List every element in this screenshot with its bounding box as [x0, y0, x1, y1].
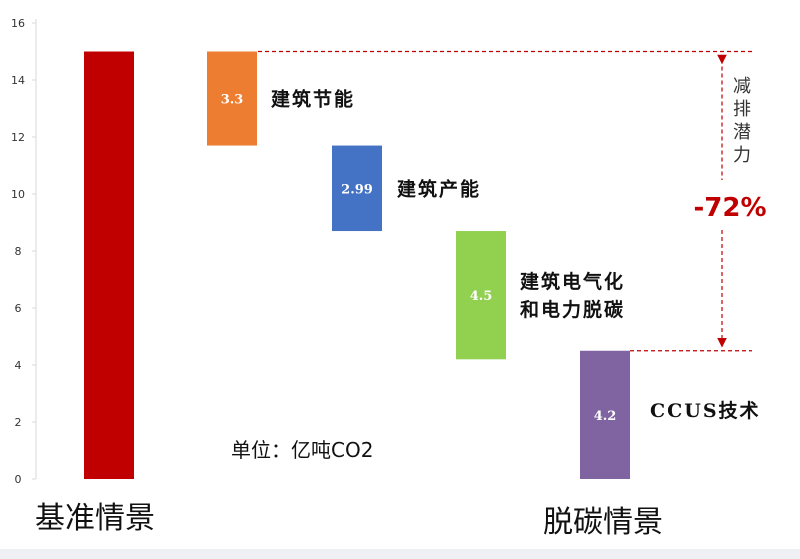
step-bar — [456, 231, 506, 360]
bottom-strip — [0, 549, 800, 559]
step-bar — [332, 145, 382, 232]
reduction-label-char: 减 — [733, 76, 751, 97]
y-tick-label: 4 — [15, 359, 22, 372]
step-value-label: 4.2 — [594, 409, 617, 424]
y-tick-label: 6 — [15, 302, 22, 315]
x-label-baseline: 基准情景 — [35, 501, 155, 536]
step-category-label: 建筑电气化 — [520, 270, 625, 293]
step-category-label: 建筑节能 — [271, 88, 355, 111]
reduction-percent: -72% — [693, 193, 766, 223]
y-tick-label: 12 — [11, 131, 25, 144]
step-category-label: 和电力脱碳 — [520, 298, 625, 321]
step-value-label: 2.99 — [341, 182, 373, 197]
y-tick-label: 8 — [15, 245, 22, 258]
step-value-label: 3.3 — [221, 93, 244, 108]
step-category-label: CCUS技术 — [650, 399, 761, 422]
y-tick-label: 16 — [11, 17, 25, 30]
bars — [84, 51, 630, 479]
y-tick-label: 0 — [15, 473, 22, 486]
x-label-end: 脱碳情景 — [543, 505, 663, 540]
y-tick-label: 10 — [11, 188, 25, 201]
step-bar — [207, 51, 257, 146]
y-axis: 0 2 4 6 8 10 12 14 16 — [11, 17, 37, 486]
unit-note: 单位：亿吨CO2 — [231, 438, 373, 462]
reduction-label-char: 排 — [733, 99, 751, 120]
reduction-label-char: 力 — [733, 145, 751, 166]
y-tick-label: 14 — [11, 74, 25, 87]
step-category-label: 建筑产能 — [397, 177, 481, 200]
y-tick-label: 2 — [15, 416, 22, 429]
step-bar — [580, 350, 630, 479]
baseline-bar — [84, 51, 134, 479]
step-value-label: 4.5 — [470, 289, 493, 304]
reduction-label-char: 潜 — [733, 122, 751, 143]
